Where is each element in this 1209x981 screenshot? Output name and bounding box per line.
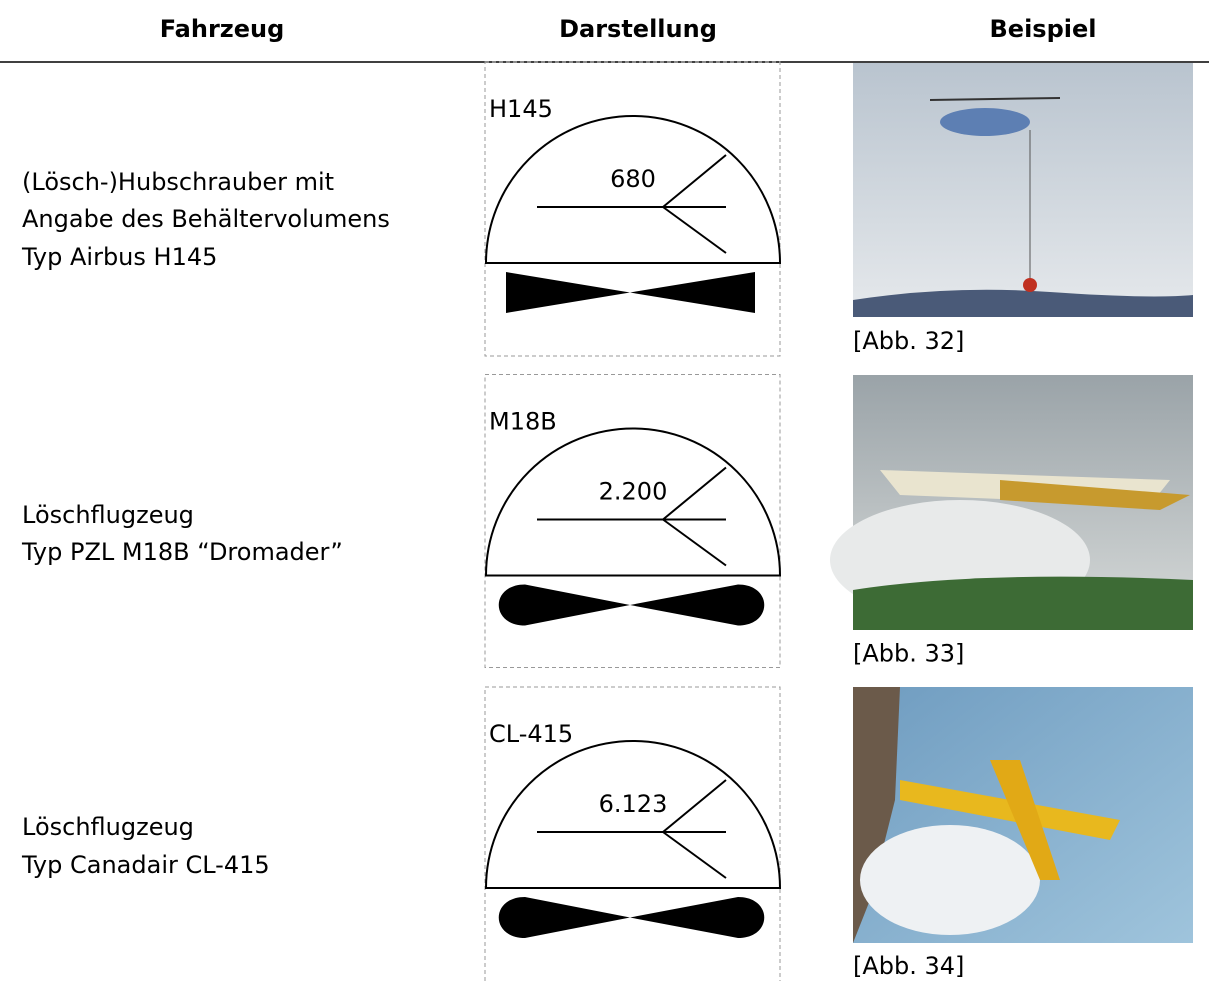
symbol-frame — [484, 61, 781, 357]
symbol-dome — [484, 115, 782, 264]
symbol-wings — [498, 584, 765, 626]
symbol-volume: 6.123 — [599, 790, 668, 818]
header-cell: Beispiel — [990, 15, 1097, 43]
vehicle-text: Typ PZL M18B “Dromader” — [21, 538, 343, 566]
symbol-label: M18B — [489, 408, 557, 436]
caption: [Abb. 34] — [853, 952, 964, 980]
symbol-rotor — [506, 272, 755, 313]
symbol-label: H145 — [489, 95, 553, 123]
vehicle-text: Löschflugzeug — [22, 501, 194, 529]
symbol-volume: 680 — [610, 165, 656, 193]
photo — [853, 687, 1193, 943]
vehicle-text: Löschflugzeug — [22, 813, 194, 841]
photo — [830, 375, 1193, 630]
header-cell: Fahrzeug — [160, 15, 285, 43]
caption: [Abb. 33] — [853, 640, 964, 668]
symbol-arrow — [537, 154, 727, 254]
symbol-frame — [484, 374, 781, 668]
symbol-frame — [484, 686, 781, 981]
symbol-wings — [498, 897, 765, 938]
symbol-arrow — [537, 466, 727, 567]
vehicle-text: Angabe des Behältervolumens — [22, 205, 390, 233]
symbol-volume: 2.200 — [599, 478, 668, 506]
symbol-arrow — [537, 779, 727, 879]
header-cell: Darstellung — [559, 15, 717, 43]
caption: [Abb. 32] — [853, 327, 964, 355]
photo — [853, 63, 1193, 317]
vehicle-text: (Lösch-)Hubschrauber mit — [22, 168, 334, 196]
vehicle-text: Typ Airbus H145 — [21, 243, 217, 271]
symbol-label: CL-415 — [489, 720, 573, 748]
symbol-dome — [484, 427, 782, 577]
symbol-dome — [484, 740, 782, 889]
vehicle-text: Typ Canadair CL-415 — [21, 851, 270, 879]
